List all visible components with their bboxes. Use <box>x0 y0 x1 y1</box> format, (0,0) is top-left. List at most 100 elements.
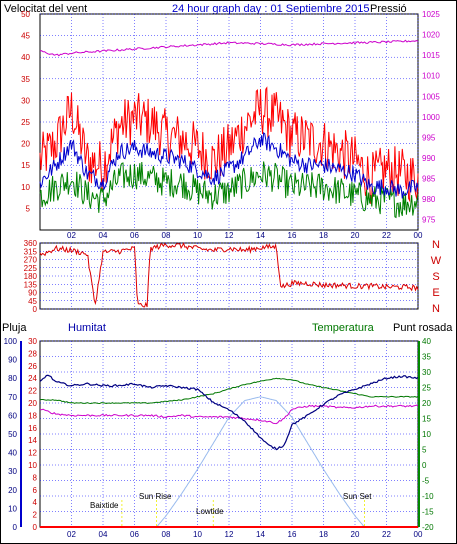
wind-x-tick-label: 16 <box>288 231 297 240</box>
rain-y-tick-label: 26 <box>28 362 37 371</box>
rain-y-tick-label: 16 <box>28 424 37 433</box>
wind-x-tick-label: 20 <box>351 231 360 240</box>
direction-y-tick-label: 225 <box>24 264 38 273</box>
temperature-y-tick-label: 0 <box>422 461 427 470</box>
direction-y-tick-label: 270 <box>24 256 38 265</box>
lower-x-tick-label: 14 <box>256 530 265 539</box>
temperature-y-tick-label: 10 <box>422 430 431 439</box>
wind-direction-series <box>39 242 419 308</box>
temperature-y-tick-label: 15 <box>422 415 431 424</box>
wind-x-tick-label: 06 <box>130 231 139 240</box>
lower-x-tick-label: 08 <box>162 530 171 539</box>
wind-y-tick-label: 40 <box>21 53 30 62</box>
direction-y-tick-label: 360 <box>24 239 38 248</box>
dewpoint-axis-title: Punt rosada <box>393 322 453 334</box>
humidity-y-tick-label: 30 <box>8 467 17 476</box>
humidity-y-tick-label: 40 <box>8 449 17 458</box>
chart-title: 24 hour graph day : 01 Septiembre 2015 <box>172 3 370 15</box>
rain-y-tick-label: 6 <box>33 486 38 495</box>
sunrise-label: Sun Rise <box>139 492 172 501</box>
humidity-y-tick-label: 100 <box>4 337 18 346</box>
wind-y-tick-label: 50 <box>21 10 30 19</box>
humidity-axis-title: Humitat <box>68 322 106 334</box>
compass-letter: W <box>431 255 442 267</box>
direction-y-tick-label: 0 <box>33 305 38 314</box>
lower-x-tick-label: 02 <box>67 530 76 539</box>
humidity-y-tick-label: 80 <box>8 374 17 383</box>
wind-y-tick-label: 45 <box>21 32 30 41</box>
pressure-y-tick-label: 975 <box>422 216 436 225</box>
wind-average-series <box>39 131 419 199</box>
humidity-y-tick-label: 70 <box>8 393 17 402</box>
rain-y-tick-label: 28 <box>28 349 37 358</box>
temperature-y-tick-label: -20 <box>422 523 434 532</box>
wind-gust-series <box>39 86 419 204</box>
compass-letter: N <box>432 303 440 315</box>
series-layer <box>39 39 419 528</box>
lower-x-tick-label: 22 <box>382 530 391 539</box>
wind-x-tick-label: 02 <box>67 231 76 240</box>
temperature-y-tick-label: 40 <box>422 337 431 346</box>
temperature-y-tick-label: 25 <box>422 384 431 393</box>
compass-letter: S <box>432 271 439 283</box>
lower-x-tick-label: 20 <box>351 530 360 539</box>
lower-x-tick-label: 04 <box>99 530 108 539</box>
temperature-y-tick-label: -10 <box>422 492 434 501</box>
wind-x-tick-label: 18 <box>319 231 328 240</box>
pressure-series <box>39 39 419 57</box>
wind-x-tick-label: 08 <box>162 231 171 240</box>
humidity-y-tick-label: 0 <box>13 523 18 532</box>
wind-y-tick-label: 10 <box>21 183 30 192</box>
sunset-label: Sun Set <box>343 492 372 501</box>
wind-y-tick-label: 5 <box>26 204 31 213</box>
rain-y-tick-label: 20 <box>28 399 37 408</box>
wind-low-series <box>39 161 419 219</box>
direction-y-tick-label: 180 <box>24 272 38 281</box>
wind-x-tick-label: 22 <box>382 231 391 240</box>
high-tide-label: Baixtide <box>90 501 119 510</box>
rain-axis-title: Pluja <box>2 322 27 334</box>
temperature-y-tick-label: 5 <box>422 446 427 455</box>
humidity-y-tick-label: 10 <box>8 504 17 513</box>
lower-x-tick-label: 06 <box>130 530 139 539</box>
rain-y-tick-label: 12 <box>28 449 37 458</box>
rain-y-tick-label: 22 <box>28 387 37 396</box>
pressure-axis-title: Pressió <box>370 3 407 15</box>
sun-elevation-series <box>156 396 365 528</box>
humidity-y-tick-label: 20 <box>8 486 17 495</box>
rain-y-tick-label: 4 <box>33 498 38 507</box>
temperature-y-tick-label: -5 <box>422 477 430 486</box>
wind-y-tick-label: 15 <box>21 161 30 170</box>
wind-y-tick-label: 20 <box>21 140 30 149</box>
rain-y-tick-label: 30 <box>28 337 37 346</box>
direction-y-tick-label: 45 <box>28 297 37 306</box>
humidity-series <box>39 374 419 451</box>
lower-x-tick-label: 12 <box>225 530 234 539</box>
rain-y-tick-label: 24 <box>28 374 37 383</box>
wind-x-tick-label: 00 <box>414 231 423 240</box>
humidity-y-tick-label: 90 <box>8 356 17 365</box>
wind-x-tick-label: 14 <box>256 231 265 240</box>
temperature-axis-title: Temperatura <box>312 322 375 334</box>
temperature-y-tick-label: -15 <box>422 508 434 517</box>
dewpoint-series <box>39 404 419 425</box>
pressure-y-tick-label: 985 <box>422 175 436 184</box>
rain-y-tick-label: 18 <box>28 411 37 420</box>
pressure-y-tick-label: 1010 <box>422 72 440 81</box>
rain-y-tick-label: 10 <box>28 461 37 470</box>
axis-layer: 0202040406060808101012121414161618182020… <box>4 10 441 539</box>
pressure-y-tick-label: 995 <box>422 133 436 142</box>
wind-y-tick-label: 35 <box>21 75 30 84</box>
wind-x-tick-label: 12 <box>225 231 234 240</box>
rain-y-tick-label: 8 <box>33 473 38 482</box>
pressure-y-tick-label: 1005 <box>422 92 440 101</box>
pressure-y-tick-label: 1000 <box>422 113 440 122</box>
lower-x-tick-label: 18 <box>319 530 328 539</box>
wind-x-tick-label: 04 <box>99 231 108 240</box>
pressure-y-tick-label: 980 <box>422 195 436 204</box>
wind-axis-title: Velocitat del vent <box>4 3 87 15</box>
pressure-y-tick-label: 1015 <box>422 51 440 60</box>
direction-y-tick-label: 135 <box>24 280 38 289</box>
